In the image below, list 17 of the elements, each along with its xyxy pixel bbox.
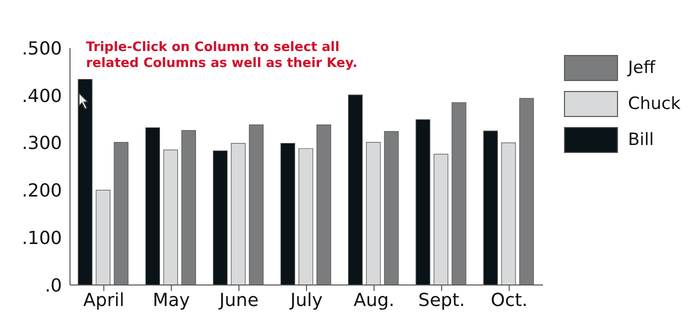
y-tick-label: .200 bbox=[22, 180, 62, 202]
y-tick-label: .500 bbox=[22, 38, 62, 60]
y-tick-label: .0 bbox=[44, 275, 62, 296]
y-tick-label: .300 bbox=[22, 133, 62, 154]
y-tick-label: .100 bbox=[22, 228, 62, 249]
y-tick-label: .400 bbox=[22, 86, 62, 107]
legend-label: Chuck bbox=[628, 94, 681, 114]
x-tick-label: Oct. bbox=[490, 290, 528, 311]
annotation: Triple-Click on Column to select all related Columns as well as their Key. bbox=[86, 40, 358, 72]
x-tick-label: June bbox=[218, 290, 259, 311]
x-tick-label: May bbox=[152, 290, 190, 311]
x-tick-label: July bbox=[289, 290, 324, 311]
x-tick-label: Sept. bbox=[418, 290, 465, 311]
legend-label: Jeff bbox=[628, 58, 656, 78]
x-tick-label: Aug. bbox=[354, 290, 395, 311]
x-tick-label: April bbox=[83, 290, 124, 311]
legend-label: Bill bbox=[628, 130, 654, 150]
